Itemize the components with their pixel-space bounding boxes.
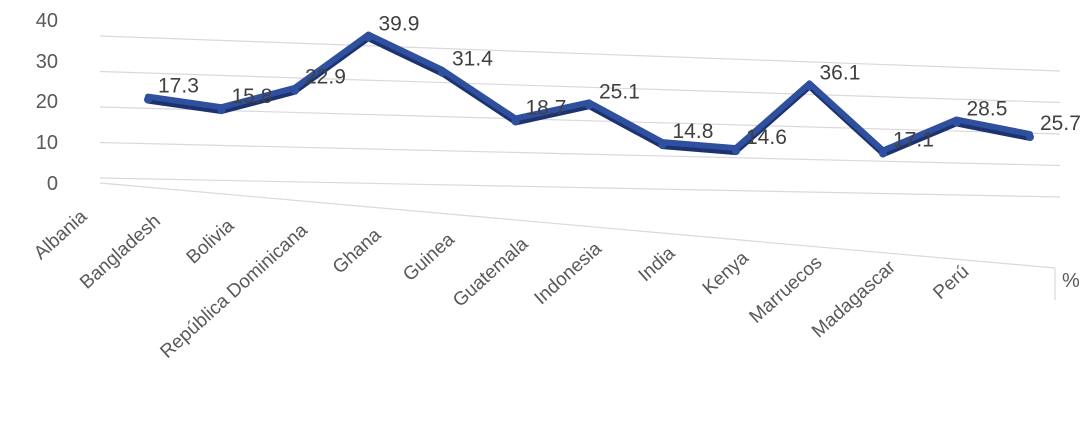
gridlines — [99, 35, 1061, 300]
gridline — [99, 35, 1061, 72]
category-label: Albania — [30, 206, 91, 264]
data-point — [732, 147, 740, 156]
y-tick-label: 30 — [36, 51, 58, 73]
y-tick-label: 20 — [36, 91, 58, 113]
gridline — [99, 70, 1061, 104]
data-point — [585, 101, 593, 110]
data-point — [1026, 133, 1034, 142]
data-label: 17.1 — [893, 128, 934, 151]
data-label: 39.9 — [379, 13, 420, 36]
line-segment — [806, 80, 886, 154]
category-label: India — [635, 243, 680, 286]
gridline — [99, 177, 1061, 198]
data-line — [144, 31, 1034, 158]
data-label: 22.9 — [305, 66, 346, 89]
line-segment — [880, 116, 960, 154]
category-label: Perú — [929, 261, 973, 303]
data-label: 36.1 — [820, 61, 861, 84]
category-label: Marruecos — [746, 252, 827, 328]
data-point — [217, 106, 226, 115]
line-segment — [659, 139, 739, 152]
data-label: 14.6 — [746, 126, 787, 149]
line-segment — [292, 31, 372, 91]
line-segment — [953, 116, 1033, 138]
line-segment — [439, 66, 519, 122]
data-point — [144, 95, 152, 104]
depth-axis-label: % — [1062, 270, 1080, 292]
data-label: 25.1 — [599, 80, 640, 103]
gridline — [99, 141, 1061, 167]
data-labels: 17.3 15.8 22.9 39.9 31.4 18.7 25.1 14.8 14.6 36.1… — [158, 13, 1081, 152]
line-segment — [365, 31, 445, 73]
data-label: 18.7 — [526, 96, 567, 119]
y-tick-label: 40 — [36, 10, 58, 32]
data-point — [879, 149, 887, 158]
category-label: Bolivia — [183, 215, 239, 268]
category-label: Indonesia — [531, 238, 607, 309]
line-segment — [218, 84, 298, 111]
line-segment — [733, 80, 813, 152]
data-point — [511, 117, 520, 126]
data-point — [658, 141, 667, 150]
category-label: Kenya — [699, 247, 753, 299]
data-label: 28.5 — [967, 98, 1008, 121]
gridline — [99, 106, 1061, 135]
data-label: 17.3 — [158, 75, 199, 98]
category-label: República Dominicana — [157, 220, 313, 363]
category-label: Guinea — [399, 229, 459, 286]
data-point — [438, 68, 446, 77]
data-point — [952, 118, 961, 127]
data-label: 25.7 — [1040, 112, 1081, 135]
y-axis-ticks: 0 10 20 30 40 — [36, 10, 58, 195]
line-segment — [512, 99, 592, 122]
category-label: Ghana — [329, 224, 386, 278]
data-label: 31.4 — [452, 48, 493, 71]
category-label: Guatemala — [449, 233, 532, 311]
y-tick-label: 10 — [36, 132, 58, 154]
data-label: 14.8 — [673, 120, 714, 143]
data-label: 15.8 — [232, 85, 273, 108]
data-point — [364, 33, 373, 42]
data-point — [805, 82, 814, 91]
y-tick-label: 0 — [47, 173, 58, 195]
floor-edge — [99, 182, 1056, 269]
line-segment — [586, 99, 666, 146]
line-segment — [145, 93, 225, 111]
data-point — [291, 86, 299, 95]
